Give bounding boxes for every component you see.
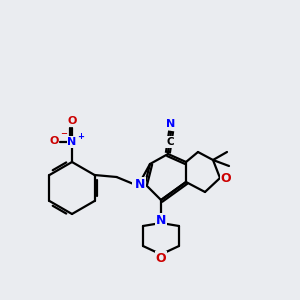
Text: C: C	[166, 137, 174, 147]
Text: O: O	[156, 251, 166, 265]
Text: O: O	[221, 172, 231, 184]
Text: N: N	[135, 178, 145, 190]
Text: −: −	[60, 129, 67, 138]
Text: N: N	[156, 214, 166, 226]
Text: N: N	[68, 137, 76, 147]
Text: S: S	[133, 178, 142, 190]
Text: +: +	[77, 132, 84, 141]
Text: O: O	[49, 136, 59, 146]
Text: O: O	[67, 116, 77, 126]
Text: N: N	[167, 119, 176, 129]
